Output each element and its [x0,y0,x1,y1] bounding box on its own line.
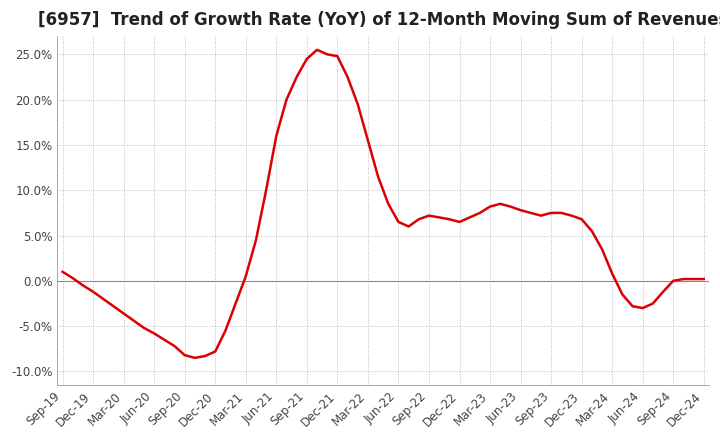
Title: [6957]  Trend of Growth Rate (YoY) of 12-Month Moving Sum of Revenues: [6957] Trend of Growth Rate (YoY) of 12-… [38,11,720,29]
